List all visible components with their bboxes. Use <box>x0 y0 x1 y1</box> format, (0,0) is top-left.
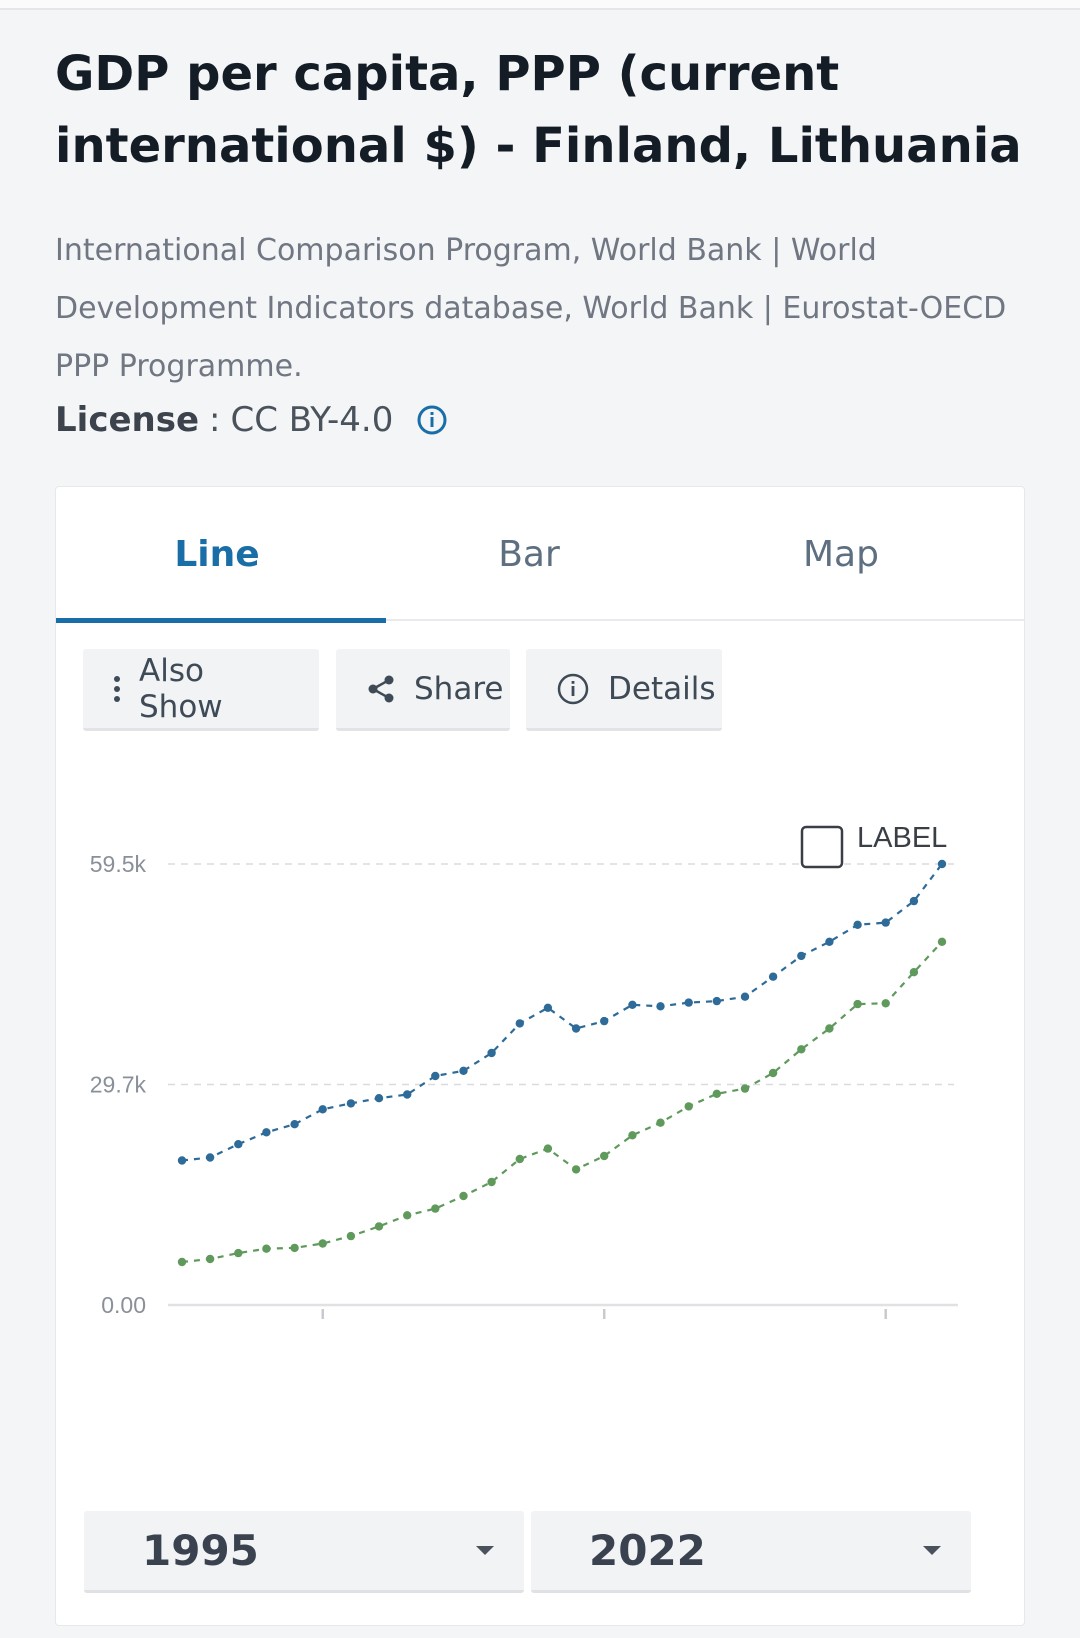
data-point-1 <box>177 1257 187 1267</box>
data-point-1 <box>825 1024 834 1033</box>
top-rule <box>0 0 1080 10</box>
line-chart: 0.00 29.7k 59.5k LABEL <box>90 822 958 1319</box>
data-point-0 <box>656 1002 665 1011</box>
data-point-1 <box>712 1089 721 1098</box>
data-point-0 <box>600 1016 609 1026</box>
share-button[interactable]: Share <box>336 649 510 731</box>
end-year-select[interactable]: 2022 <box>531 1511 971 1593</box>
tab-line[interactable]: Line <box>56 487 386 623</box>
data-point-0 <box>374 1094 384 1103</box>
more-vertical-icon <box>114 675 120 702</box>
data-point-0 <box>177 1156 187 1165</box>
license-line: License : CC BY-4.0 <box>55 400 449 440</box>
data-point-1 <box>403 1211 412 1220</box>
share-icon <box>368 675 394 702</box>
series-line-1 <box>181 941 943 1264</box>
data-point-0 <box>740 992 750 1001</box>
info-icon[interactable] <box>415 403 449 437</box>
data-point-0 <box>234 1140 243 1149</box>
also-show-label: Also Show <box>139 652 223 725</box>
data-point-1 <box>768 1068 778 1078</box>
data-point-0 <box>515 1019 524 1028</box>
data-point-1 <box>290 1243 299 1253</box>
label-toggle[interactable]: LABEL <box>800 822 947 869</box>
label-toggle-text[interactable]: LABEL <box>857 822 947 854</box>
series-line-0 <box>181 863 943 1162</box>
data-point-0 <box>684 998 693 1007</box>
data-point-0 <box>571 1024 581 1033</box>
start-year-value: 1995 <box>142 1526 259 1575</box>
data-point-0 <box>543 1003 553 1012</box>
share-label: Share <box>414 670 504 707</box>
data-point-1 <box>684 1102 693 1111</box>
data-point-1 <box>937 937 947 946</box>
data-point-0 <box>346 1099 356 1108</box>
details-label: Details <box>608 670 716 707</box>
data-point-0 <box>205 1153 215 1162</box>
data-point-1 <box>628 1131 637 1140</box>
data-point-0 <box>853 920 862 929</box>
y-tick-label: 59.5k <box>90 851 147 877</box>
chevron-down-icon <box>923 1546 941 1555</box>
grid-layer <box>168 863 958 1307</box>
data-point-0 <box>431 1071 440 1081</box>
data-point-0 <box>262 1128 271 1137</box>
license-key: License <box>55 400 200 440</box>
data-point-0 <box>290 1120 299 1129</box>
tab-bar[interactable]: Bar <box>498 533 560 575</box>
data-point-0 <box>909 896 919 906</box>
data-point-0 <box>825 937 834 946</box>
data-point-0 <box>628 1000 637 1009</box>
data-point-0 <box>487 1048 496 1058</box>
page-title: GDP per capita, PPP (current internation… <box>55 46 1022 174</box>
data-point-0 <box>459 1066 468 1075</box>
chevron-down-icon <box>476 1546 494 1555</box>
data-point-1 <box>431 1204 440 1213</box>
data-point-1 <box>853 999 862 1009</box>
data-point-1 <box>740 1084 750 1093</box>
data-point-1 <box>797 1045 806 1054</box>
data-point-1 <box>318 1239 327 1248</box>
data-point-1 <box>487 1177 496 1187</box>
details-button[interactable]: Details <box>526 649 722 731</box>
data-point-0 <box>318 1105 327 1114</box>
chart-type-tabs: Line Bar Map <box>56 487 1024 623</box>
data-point-0 <box>712 996 721 1006</box>
data-point-1 <box>515 1154 524 1164</box>
data-point-0 <box>937 859 947 869</box>
data-point-0 <box>768 972 778 981</box>
label-checkbox[interactable] <box>800 825 844 869</box>
chart-card: Line Bar Map Also Show Share Details 0.0… <box>55 486 1025 1626</box>
end-year-value: 2022 <box>589 1526 706 1575</box>
data-point-1 <box>543 1144 553 1153</box>
data-point-1 <box>205 1254 215 1264</box>
series-layer <box>177 859 947 1267</box>
tab-map[interactable]: Map <box>803 533 879 575</box>
y-tick-label: 0.00 <box>101 1292 146 1318</box>
data-point-0 <box>881 918 890 927</box>
data-point-1 <box>234 1248 243 1258</box>
data-point-0 <box>403 1090 412 1099</box>
license-separator: : <box>209 400 221 440</box>
data-point-0 <box>797 951 806 961</box>
data-point-1 <box>459 1191 468 1201</box>
also-show-button[interactable]: Also Show <box>83 649 319 731</box>
data-point-1 <box>881 999 890 1008</box>
data-point-1 <box>571 1165 581 1174</box>
data-point-1 <box>600 1151 609 1161</box>
data-point-1 <box>909 968 919 977</box>
data-point-1 <box>656 1118 665 1127</box>
info-icon <box>557 673 589 704</box>
start-year-select[interactable]: 1995 <box>84 1511 524 1593</box>
tick-layer: 0.00 29.7k 59.5k <box>90 851 887 1319</box>
data-point-1 <box>262 1244 271 1253</box>
license-value: CC BY-4.0 <box>230 400 394 440</box>
data-point-1 <box>346 1231 356 1241</box>
source-text: International Comparison Program, World … <box>55 233 1007 384</box>
y-tick-label: 29.7k <box>90 1072 147 1098</box>
data-point-1 <box>374 1222 384 1231</box>
